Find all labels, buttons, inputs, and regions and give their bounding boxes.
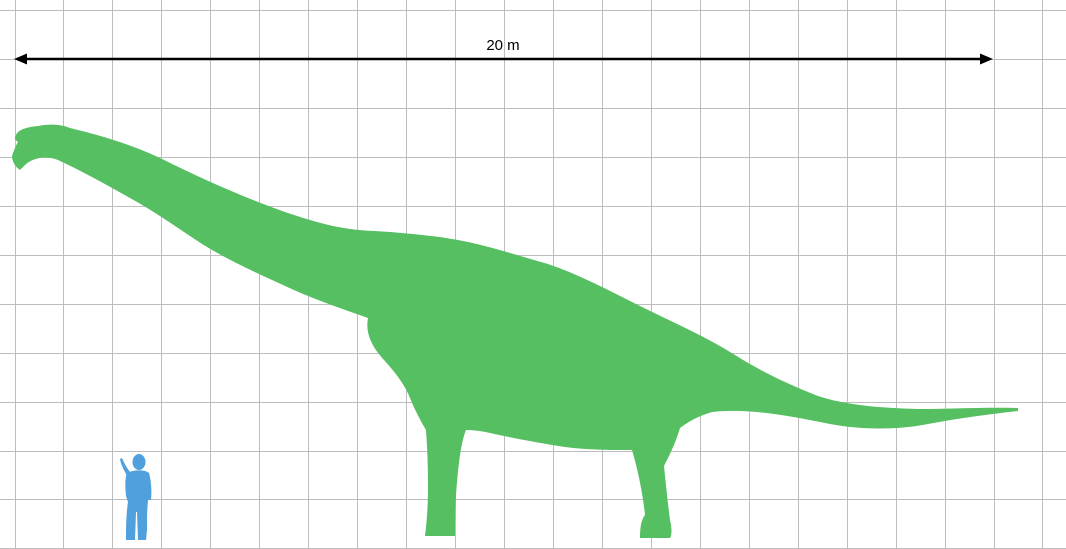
scale-bar: 20 m [14, 37, 993, 65]
scale-bar-arrow-right-icon [980, 53, 993, 65]
scale-bar-label: 20 m [486, 37, 519, 54]
sauropod-silhouette [12, 124, 1018, 539]
scale-bar-arrow-left-icon [14, 53, 27, 65]
human-silhouette [120, 454, 152, 540]
